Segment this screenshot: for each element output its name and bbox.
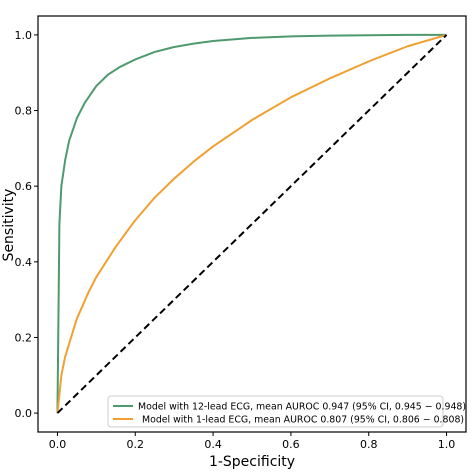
plot-frame <box>37 15 467 433</box>
y-tick-label-4: 0.8 <box>15 105 33 118</box>
legend-label-1-lead: Model with 1-lead ECG, mean AUROC 0.807 … <box>142 415 464 426</box>
x-tick-label-1: 0.2 <box>127 438 145 451</box>
y-tick-label-3: 0.6 <box>15 180 33 193</box>
series-line-0 <box>56 33 447 414</box>
y-tick-label-0: 0.0 <box>15 407 33 420</box>
x-tick-label-0: 0.0 <box>49 438 67 451</box>
y-tick-label-1: 0.2 <box>15 331 33 344</box>
x-tick-label-5: 1.0 <box>438 438 456 451</box>
plot-area: 0.0 0.2 0.4 0.6 0.8 1.0 0.0 0.2 0.4 0.6 0.8 1.0 <box>15 15 467 451</box>
y-axis-title: Sensitivity <box>1 189 17 262</box>
y-tick-label-2: 0.4 <box>15 256 33 269</box>
x-axis-title: 1-Specificity <box>209 454 295 470</box>
x-tick-label-4: 0.8 <box>360 438 378 451</box>
y-tick-label-5: 1.0 <box>15 29 33 42</box>
legend-label-12-lead: Model with 12-lead ECG, mean AUROC 0.947… <box>138 402 466 413</box>
x-tick-label-3: 0.6 <box>282 438 300 451</box>
legend: Model with 12-lead ECG, mean AUROC 0.947… <box>107 395 466 428</box>
series-line-1 <box>56 33 447 414</box>
x-tick-label-2: 0.4 <box>204 438 222 451</box>
legend-frame <box>107 395 444 428</box>
chance-diagonal-line <box>56 34 448 414</box>
